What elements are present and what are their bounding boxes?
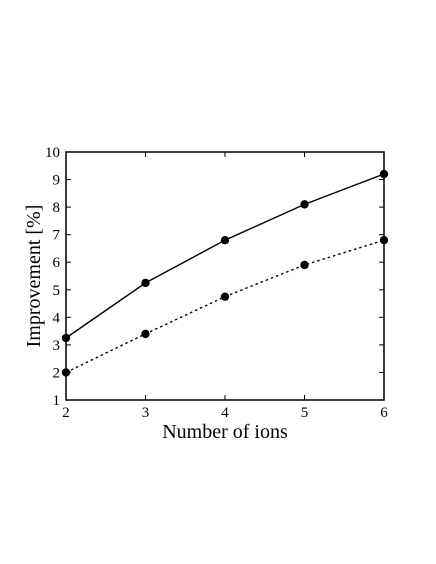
- series-1-point: [141, 278, 150, 288]
- series-1-point: [300, 200, 309, 209]
- series-1-line: [65, 173, 385, 339]
- series-2-point: [141, 329, 150, 339]
- plot-frame: [65, 151, 385, 401]
- y-tick-label: 2: [53, 365, 61, 381]
- x-tick-label: 6: [380, 405, 388, 421]
- x-tick-label: 2: [62, 405, 70, 421]
- series-1-point: [379, 169, 389, 179]
- y-tick-label: 9: [53, 173, 61, 189]
- series-1: [61, 169, 389, 343]
- series-2-point: [379, 235, 389, 245]
- series-2-point: [220, 292, 230, 301]
- y-tick-label: 4: [53, 310, 61, 326]
- y-tick-label: 6: [53, 255, 61, 271]
- series-2-point: [61, 368, 71, 377]
- series-1-point: [220, 235, 230, 245]
- y-tick-label: 5: [53, 283, 61, 299]
- x-axis-title: Number of ions: [162, 421, 288, 443]
- series-1-point: [61, 333, 71, 343]
- y-tick-label: 3: [53, 338, 61, 354]
- series-layer: [61, 169, 389, 377]
- y-tick-label: 8: [53, 200, 61, 216]
- x-tick-label: 5: [301, 405, 309, 421]
- series-2: [61, 235, 389, 377]
- y-tick-label: 10: [45, 145, 60, 161]
- series-2-line: [65, 239, 385, 374]
- y-tick-label: 7: [53, 228, 61, 244]
- y-axis-title: Improvement [%]: [23, 205, 45, 348]
- axis-ticks: [65, 151, 385, 401]
- y-tick-label: 1: [53, 393, 61, 409]
- x-tick-label: 3: [142, 405, 150, 421]
- x-tick-label: 4: [221, 405, 229, 421]
- series-2-point: [300, 260, 309, 270]
